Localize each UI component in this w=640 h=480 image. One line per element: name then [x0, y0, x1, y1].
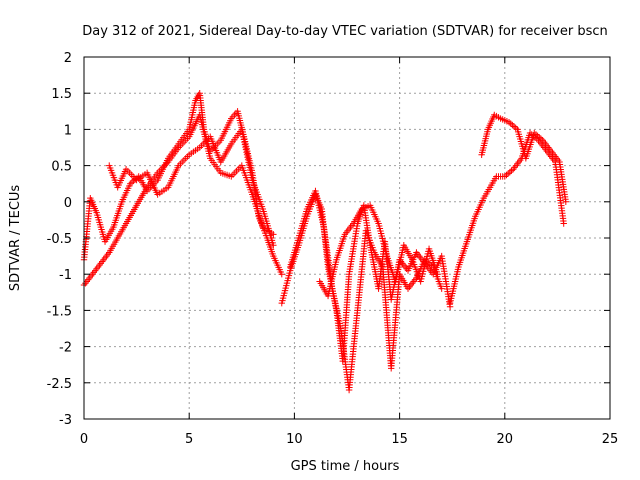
chart-title: Day 312 of 2021, Sidereal Day-to-day VTE…: [82, 24, 608, 39]
x-tick-label: 5: [185, 432, 193, 447]
data-point: [278, 271, 285, 278]
x-tick-label: 0: [80, 432, 88, 447]
y-tick-label: 1.5: [51, 87, 72, 102]
data-point: [562, 198, 570, 205]
x-axis-label: GPS time / hours: [291, 459, 400, 474]
x-tick-label: 25: [602, 432, 619, 447]
data-point: [270, 242, 277, 249]
y-axis-label: SDTVAR / TECUs: [8, 185, 23, 292]
y-tick-label: 0: [64, 196, 72, 211]
y-tick-label: -2.5: [47, 377, 72, 392]
data-point: [270, 231, 277, 238]
data-point: [560, 220, 567, 227]
y-tick-label: -1: [59, 268, 72, 283]
y-tick-label: 2: [64, 51, 72, 66]
y-tick-label: 1: [64, 123, 72, 138]
y-tick-label: -2: [59, 341, 72, 356]
y-tick-label: -0.5: [47, 232, 72, 247]
x-tick-label: 10: [286, 432, 303, 447]
data-point: [434, 271, 441, 278]
y-tick-label: -1.5: [47, 304, 72, 319]
tick-labels: 0 5 10 15 20 25 -3 -2.5 -2 -1.5 -1 -0.5 0 0.5 1 1.5 2: [47, 51, 619, 447]
y-tick-label: -3: [59, 413, 72, 428]
data-points: [80, 90, 570, 394]
tick-marks: [83, 56, 611, 420]
data-point: [438, 285, 445, 292]
y-tick-label: 0.5: [51, 160, 72, 175]
x-tick-label: 15: [391, 432, 408, 447]
x-tick-label: 20: [497, 432, 514, 447]
